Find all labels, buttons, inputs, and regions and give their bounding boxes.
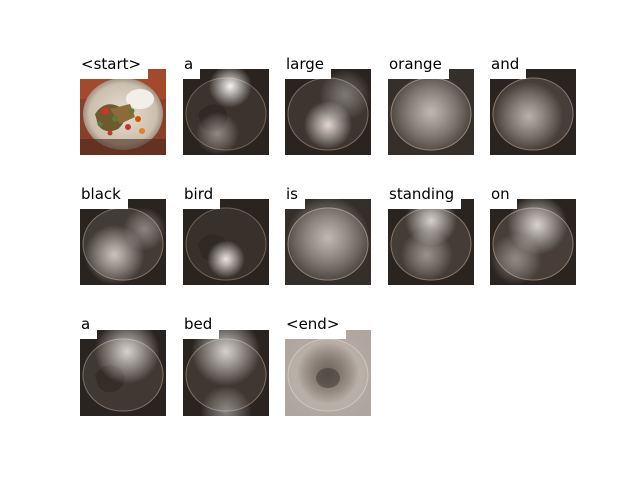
word-text: orange xyxy=(388,55,449,79)
tile-original-image xyxy=(80,69,166,155)
tile-attention-1 xyxy=(183,69,269,155)
word-text: is xyxy=(285,185,305,209)
word-text: a xyxy=(183,55,201,79)
word-text: standing xyxy=(388,185,462,209)
tile-attention-4 xyxy=(490,69,576,155)
tile-attention-9 xyxy=(490,199,576,285)
attention-map xyxy=(80,330,166,416)
word-text: on xyxy=(490,185,517,209)
tile-attention-5 xyxy=(80,199,166,285)
word-text: bird xyxy=(183,185,221,209)
word-text: bed xyxy=(183,315,220,339)
attention-map xyxy=(388,69,474,155)
attention-map xyxy=(285,199,371,285)
tile-attention-12 xyxy=(285,330,371,416)
word-text: <start> xyxy=(80,55,149,79)
attention-map xyxy=(285,69,371,155)
word-text: black xyxy=(80,185,128,209)
attention-map xyxy=(80,199,166,285)
word-text: <end> xyxy=(285,315,347,339)
word-text: a xyxy=(80,315,98,339)
word-text: and xyxy=(490,55,527,79)
attention-map xyxy=(490,199,576,285)
attention-map xyxy=(490,69,576,155)
tile-attention-6 xyxy=(183,199,269,285)
tile-attention-10 xyxy=(80,330,166,416)
attention-map xyxy=(183,330,269,416)
word-text: large xyxy=(285,55,332,79)
attention-map xyxy=(388,199,474,285)
tile-attention-2 xyxy=(285,69,371,155)
attention-map xyxy=(183,69,269,155)
tile-attention-11 xyxy=(183,330,269,416)
tile-attention-7 xyxy=(285,199,371,285)
attention-map xyxy=(183,199,269,285)
plate-photo xyxy=(80,69,166,155)
attention-map xyxy=(285,330,371,416)
tile-attention-8 xyxy=(388,199,474,285)
tile-attention-3 xyxy=(388,69,474,155)
